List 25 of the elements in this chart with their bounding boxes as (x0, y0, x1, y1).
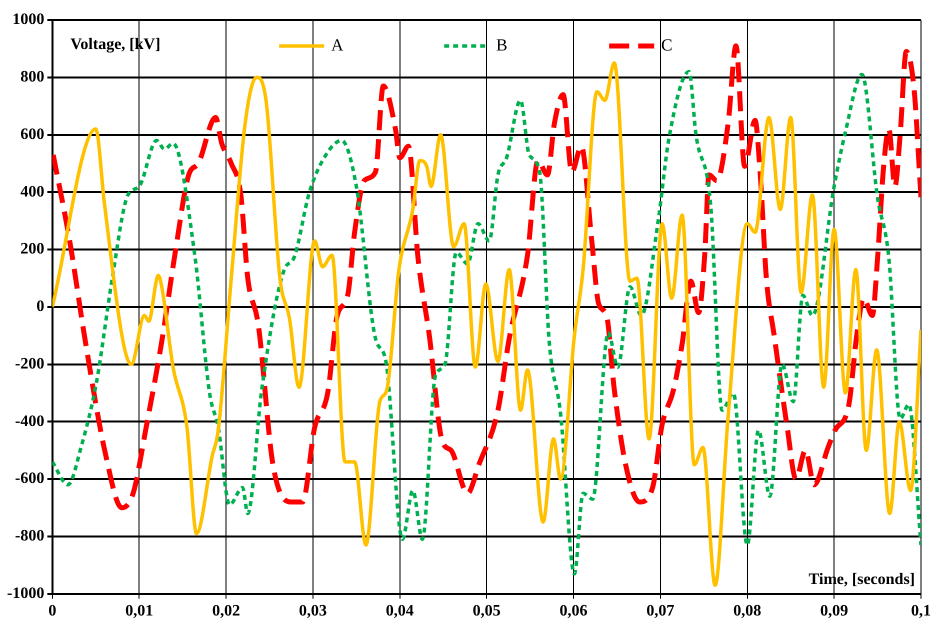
y-tick-label: -800 (15, 528, 44, 545)
x-tick-label: 0,03 (298, 602, 327, 620)
y-tick-label: 600 (20, 126, 44, 143)
y-tick-label: -600 (15, 470, 44, 488)
y-tick-label: 800 (20, 68, 44, 86)
x-tick-label: 0,08 (733, 602, 762, 620)
legend-label: A (331, 35, 344, 54)
x-tick-label: 0,02 (212, 602, 240, 620)
x-tick-label: 0,06 (560, 602, 588, 620)
y-tick-label: 1000 (12, 11, 44, 28)
x-tick-label: 0 (48, 602, 56, 620)
legend-label: B (496, 35, 508, 54)
y-tick-label: 0 (36, 298, 44, 316)
x-tick-label: 0,04 (386, 602, 414, 620)
y-tick-label: 200 (20, 240, 44, 258)
x-tick-label: 0,07 (646, 602, 674, 620)
legend-label: C (661, 35, 673, 54)
x-tick-label: 0,01 (125, 602, 154, 620)
y-tick-label: 400 (20, 183, 44, 200)
x-tick-label: 0,1 (911, 602, 931, 620)
y-tick-label: -200 (15, 355, 44, 372)
y-tick-label: -400 (15, 412, 44, 430)
x-tick-label: 0,09 (820, 602, 848, 620)
y-tick-label: -1000 (7, 584, 44, 602)
x-tick-label: 0,05 (472, 602, 501, 620)
